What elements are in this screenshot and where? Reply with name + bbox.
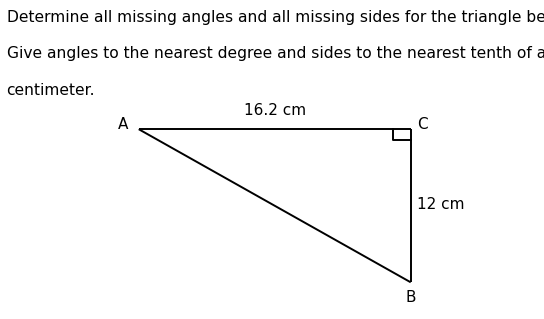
Text: Determine all missing angles and all missing sides for the triangle below.: Determine all missing angles and all mis…: [7, 10, 544, 25]
Text: 16.2 cm: 16.2 cm: [244, 102, 306, 118]
Text: C: C: [417, 117, 428, 132]
Text: 12 cm: 12 cm: [417, 197, 465, 212]
Text: A: A: [118, 117, 129, 132]
Text: B: B: [405, 290, 416, 305]
Text: centimeter.: centimeter.: [7, 83, 95, 98]
Text: Give angles to the nearest degree and sides to the nearest tenth of a: Give angles to the nearest degree and si…: [7, 46, 544, 61]
